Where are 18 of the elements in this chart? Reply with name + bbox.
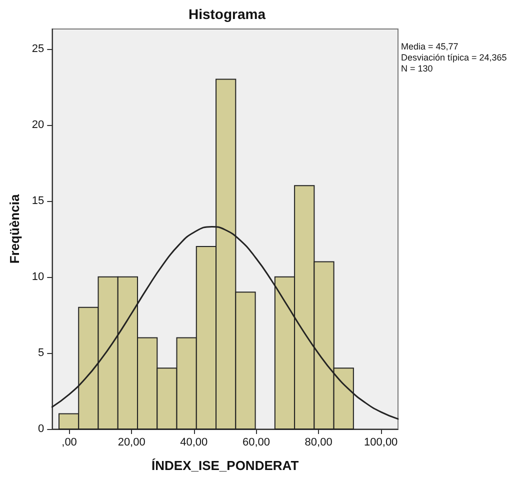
- y-tick-label: 0: [38, 423, 44, 435]
- y-tick-label: 25: [32, 42, 44, 55]
- text: Desviación típica = 24,365: [401, 52, 507, 62]
- y-tick-label: 20: [32, 118, 44, 131]
- y-tick-label: 5: [38, 346, 44, 359]
- x-tick-label: 20,00: [118, 436, 146, 448]
- x-tick-label: ,00: [62, 436, 77, 448]
- x-tick-label: 80,00: [304, 436, 332, 448]
- y-axis-title: Freqüència: [7, 194, 22, 264]
- x-tick-label: 100,00: [364, 436, 398, 448]
- text: Media = 45,77: [401, 42, 458, 52]
- x-tick-label: 40,00: [180, 436, 208, 448]
- chart-title: Histograma: [188, 6, 266, 22]
- x-tick-label: 60,00: [242, 436, 270, 448]
- y-tick-label: 10: [32, 270, 44, 283]
- x-axis-title: ÍNDEX_ISE_PONDERAT: [151, 458, 299, 473]
- text: N = 130: [401, 64, 433, 74]
- y-tick-label: 15: [32, 194, 44, 207]
